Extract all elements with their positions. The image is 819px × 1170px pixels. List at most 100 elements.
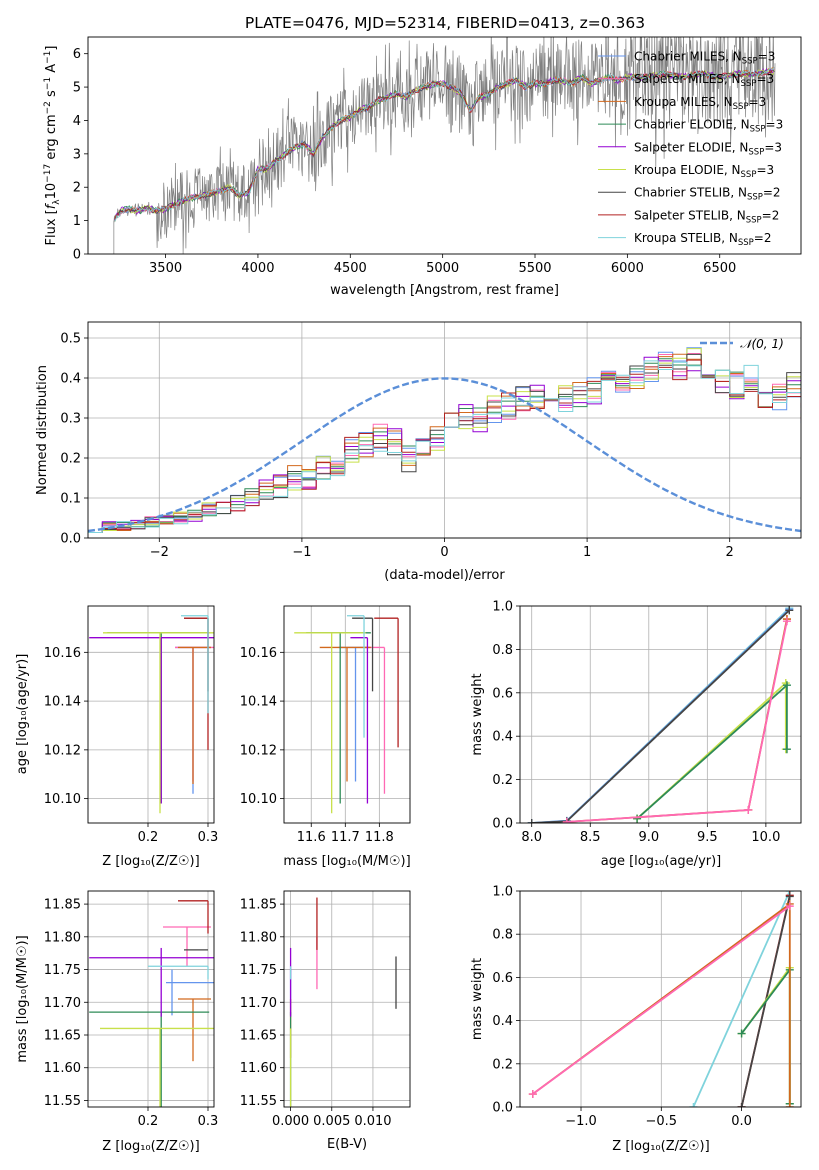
y-axis-label-part: −1 bbox=[43, 77, 53, 90]
x-tick-label: 0 bbox=[440, 545, 448, 560]
figure-title: PLATE=0476, MJD=52314, FIBERID=0413, z=0… bbox=[245, 14, 645, 32]
plot-layer: 3500 4000 4500 5000 5500 6000 6500 0 1 2 3 4 5 6 wavel… bbox=[15, 36, 802, 1154]
y-tick-label: 11.85 bbox=[240, 898, 277, 913]
y-axis-label-part: Flux [ bbox=[44, 209, 59, 245]
y-axis-label-part: A bbox=[44, 64, 59, 77]
x-axis-label: wavelength [Angstrom, rest frame] bbox=[330, 283, 559, 298]
cumulative-marker bbox=[737, 1103, 746, 1107]
x-tick-label: −1 bbox=[292, 545, 311, 560]
legend-entry-text: Kroupa ELODIE, N bbox=[634, 163, 741, 177]
age_vs_mass-frame bbox=[283, 605, 411, 824]
y-tick-label: 11.55 bbox=[44, 1094, 81, 1109]
y-axis-label-part: erg cm bbox=[44, 114, 59, 163]
y-axis-label-part: −2 bbox=[43, 101, 53, 114]
cumulative-line-kroupa_stelib bbox=[692, 891, 791, 1107]
y-axis-label-part: ] bbox=[44, 46, 59, 51]
legend-entry: Salpeter MILES, NSSP=3 bbox=[634, 72, 774, 89]
y-tick-label: 10.12 bbox=[44, 743, 81, 758]
mass_vs_Z-plot-area bbox=[89, 900, 214, 1107]
x-tick-label: 0.3 bbox=[198, 1114, 219, 1129]
y-axis-label: Flux [fλ​10−17​ erg cm−2​ s−1​ A−1​] bbox=[43, 46, 62, 246]
legend-entry-text: Chabrier MILES, N bbox=[634, 50, 742, 64]
cumulative-marker bbox=[785, 1103, 794, 1107]
x-axis-label: Z [log₁₀(Z/Z☉)] bbox=[102, 1139, 199, 1154]
histogram-salpeter_elodie bbox=[88, 356, 801, 533]
y-axis-label-part: s bbox=[44, 90, 59, 101]
y-tick-label: 11.70 bbox=[240, 996, 277, 1011]
histogram-chabrier_elodie bbox=[88, 358, 801, 533]
residuals-frame bbox=[87, 321, 802, 539]
legend-entry-text: Kroupa MILES, N bbox=[634, 95, 733, 109]
y-tick-label: 0.4 bbox=[492, 1014, 513, 1029]
x-tick-label: 0.2 bbox=[138, 830, 159, 845]
legend-entry-suffix: =3 bbox=[756, 163, 774, 177]
x-tick-label: 6000 bbox=[611, 261, 644, 276]
x-tick-label: −1.0 bbox=[565, 1114, 597, 1129]
y-tick-label: 0.4 bbox=[60, 372, 81, 387]
cumulative-marker bbox=[689, 1103, 698, 1107]
legend-entry-suffix: =3 bbox=[764, 140, 782, 154]
cumulative-marker bbox=[785, 892, 794, 901]
legend-entry-suffix: =2 bbox=[754, 231, 772, 245]
legend-entry: Salpeter ELODIE, NSSP=3 bbox=[634, 140, 782, 157]
y-tick-label: 0 bbox=[73, 248, 81, 263]
x-tick-label: 0.000 bbox=[272, 1114, 309, 1129]
y-tick-label: 0.6 bbox=[492, 686, 513, 701]
cumulative-line-kroupa_elodie bbox=[740, 964, 791, 1104]
cum_weight_Z-plot-area bbox=[528, 891, 794, 1107]
x-tick-label: 9.0 bbox=[638, 830, 659, 845]
y-tick-label: 11.75 bbox=[240, 963, 277, 978]
legend-entry: Chabrier STELIB, NSSP=2 bbox=[634, 186, 781, 203]
x-tick-label: 1 bbox=[583, 545, 591, 560]
legend-entry-suffix: =3 bbox=[749, 95, 767, 109]
age_vs_Z-frame bbox=[87, 605, 215, 824]
y-tick-label: 0.2 bbox=[60, 452, 81, 467]
model-spectrum-kroupa_stelib bbox=[114, 66, 775, 221]
y-axis-label-part: λ bbox=[52, 199, 62, 205]
mass_vs_Z-panel: 0.2 0.3 11.55 11.60 11.65 11.70 11.75 11.80 11.8… bbox=[15, 890, 219, 1154]
x-tick-label: 0.010 bbox=[354, 1114, 391, 1129]
x-tick-label: 8.0 bbox=[521, 830, 542, 845]
cumulative-line-chabrier_elodie bbox=[636, 683, 788, 820]
y-tick-label: 11.65 bbox=[240, 1029, 277, 1044]
x-tick-label: 10.0 bbox=[751, 830, 780, 845]
legend-entry-subscript: SSP bbox=[747, 193, 763, 203]
legend-entry: Kroupa STELIB, NSSP=2 bbox=[634, 231, 772, 248]
y-tick-label: 0.2 bbox=[492, 773, 513, 788]
cumulative-marker bbox=[562, 817, 571, 823]
legend-entry-text: Chabrier STELIB, N bbox=[634, 186, 747, 200]
x-tick-label: −0.5 bbox=[646, 1114, 678, 1129]
legend-entry: Salpeter STELIB, NSSP=2 bbox=[634, 208, 779, 225]
x-tick-label: 3500 bbox=[149, 261, 182, 276]
x-tick-label: 11.7 bbox=[331, 830, 360, 845]
cumulative-marker bbox=[527, 819, 536, 823]
cumulative-marker bbox=[785, 606, 794, 615]
y-axis-label: mass weight bbox=[470, 958, 485, 1040]
y-tick-label: 11.80 bbox=[240, 930, 277, 945]
y-tick-label: 11.60 bbox=[44, 1061, 81, 1076]
x-axis-label: age [log₁₀(age/yr)] bbox=[601, 854, 722, 869]
legend-entry: Kroupa ELODIE, NSSP=3 bbox=[634, 163, 774, 180]
residuals-panel: −2 −1 0 1 2 0.0 0.1 0.2 0.3 0.4 0.5 𝒩(0, 1) (data-mo… bbox=[35, 321, 802, 583]
y-tick-label: 11.80 bbox=[44, 930, 81, 945]
y-tick-label: 10.14 bbox=[44, 695, 81, 710]
y-tick-label: 11.70 bbox=[44, 996, 81, 1011]
age_vs_Z-plot-area bbox=[89, 615, 214, 814]
y-tick-label: 5 bbox=[73, 81, 81, 96]
y-axis-label: Normed distribution bbox=[35, 365, 50, 495]
spectrum-frame bbox=[87, 36, 802, 255]
y-tick-label: 0.0 bbox=[492, 1101, 513, 1116]
legend-entry: 𝒩(0, 1) bbox=[740, 337, 784, 351]
cumulative-line-chabrier_elodie bbox=[740, 967, 791, 1104]
y-tick-label: 0.8 bbox=[492, 643, 513, 658]
histogram-salpeter_stelib bbox=[88, 359, 801, 533]
x-tick-label: 0.3 bbox=[198, 830, 219, 845]
x-axis-label: Z [log₁₀(Z/Z☉)] bbox=[102, 854, 199, 869]
legend-entry-text: Salpeter STELIB, N bbox=[634, 208, 746, 222]
y-axis-label: mass [log₁₀(M/M☉)] bbox=[15, 935, 30, 1062]
legend-entry-text: Kroupa STELIB, N bbox=[634, 231, 738, 245]
cumulative-marker bbox=[782, 617, 791, 626]
histogram-kroupa_stelib bbox=[88, 360, 801, 533]
y-tick-label: 10.10 bbox=[240, 792, 277, 807]
